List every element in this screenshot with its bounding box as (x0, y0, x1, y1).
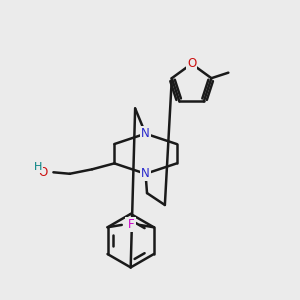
Text: F: F (126, 218, 133, 231)
Text: O: O (39, 166, 48, 179)
Text: H: H (34, 162, 42, 172)
Text: O: O (187, 57, 196, 70)
Text: N: N (141, 127, 150, 140)
Text: F: F (128, 218, 135, 231)
Text: N: N (141, 167, 150, 180)
